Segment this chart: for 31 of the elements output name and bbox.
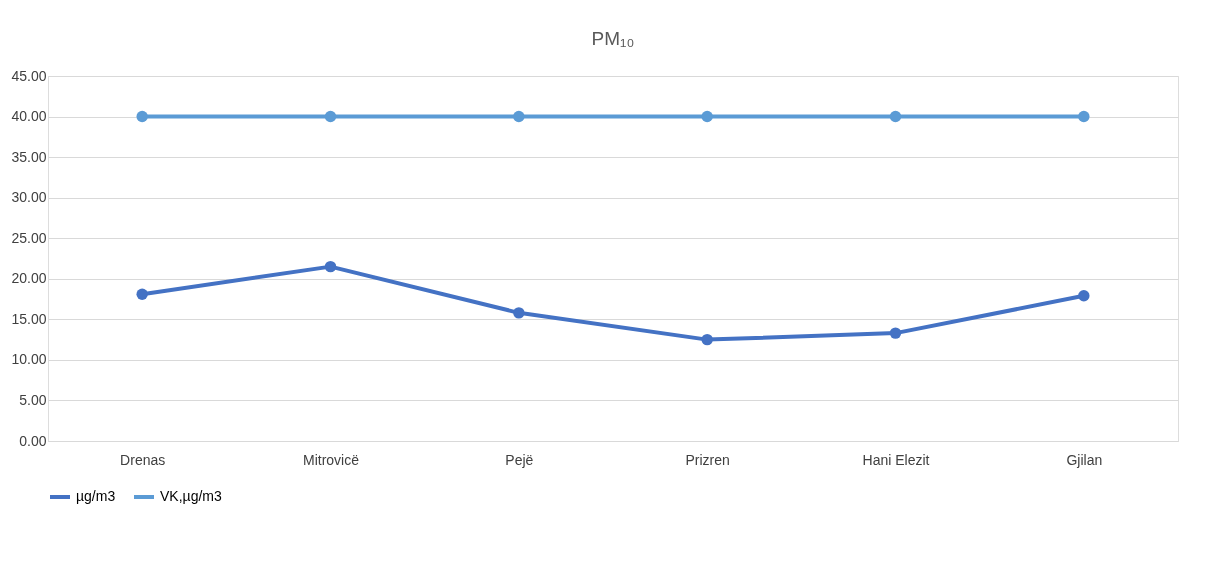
y-tick-label: 40.00 (11, 108, 47, 125)
point (513, 307, 525, 319)
chart-title: PM₁₀ (591, 28, 635, 49)
x-tick-label: Gjilan (1066, 451, 1103, 468)
x-tick-label: Hani Elezit (862, 451, 930, 468)
y-tick-label: 25.00 (11, 229, 47, 246)
point (136, 110, 148, 123)
x-tick-label: Prizren (685, 451, 730, 468)
y-tick-label: 15.00 (11, 310, 47, 327)
point (1078, 110, 1090, 123)
legend-label: VK,µg/m3 (160, 488, 222, 504)
point (1078, 290, 1090, 302)
point (701, 110, 713, 123)
legend-label: µg/m3 (76, 488, 116, 504)
y-tick-label: 20.00 (11, 270, 47, 287)
point (513, 110, 525, 123)
point (889, 327, 902, 339)
point (324, 110, 337, 123)
point (324, 260, 337, 273)
y-tick-label: 35.00 (11, 148, 47, 165)
x-tick-label: Drenas (120, 451, 166, 468)
y-tick-label: 45.00 (11, 67, 47, 84)
y-tick-label: 10.00 (11, 351, 47, 368)
point (889, 110, 902, 123)
y-tick-label: 30.00 (11, 189, 47, 206)
y-tick-label: 5.00 (19, 391, 47, 408)
y-tick-label: 0.00 (19, 432, 47, 449)
point (701, 333, 713, 346)
x-tick-label: Mitrovicë (302, 451, 360, 468)
x-tick-label: Pejë (505, 451, 534, 468)
point (136, 288, 148, 300)
